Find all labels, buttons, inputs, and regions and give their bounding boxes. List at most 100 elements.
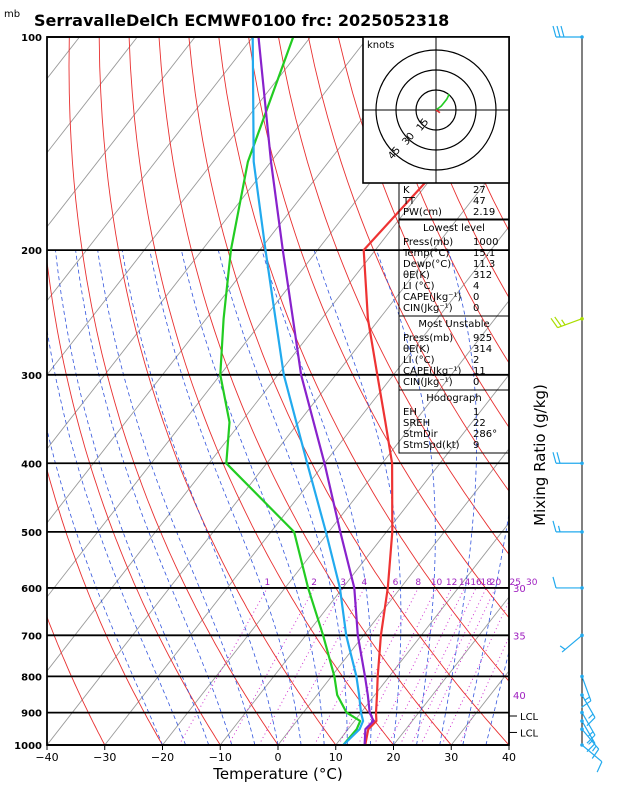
mixing-ratio-label: 8 [415, 578, 421, 588]
hodograph-storm-vector [435, 109, 441, 114]
hodograph-trace [435, 93, 451, 111]
y-tick-label: 300 [21, 371, 42, 382]
indices-section-header: Most Unstable [418, 319, 489, 330]
index-top-value: 2.19 [473, 207, 495, 218]
mixing-ratio-line [410, 587, 487, 745]
dry-adiabat [607, 37, 618, 745]
x-tick-label: −10 [209, 751, 232, 764]
moist-adiabat [97, 250, 256, 745]
isotherm-line [47, 37, 427, 524]
wind-barb-flag [552, 520, 557, 533]
mixing-ratio-label: 6 [393, 578, 399, 588]
index-top-value: 47 [473, 196, 486, 207]
indices-section-header: Lowest level [423, 223, 485, 234]
isotherm-line [47, 37, 369, 450]
mixing-ratio-label: 4 [361, 578, 367, 588]
wind-barb-half-flag [588, 731, 594, 737]
index-top-label: TT [402, 196, 416, 207]
dry-adiabat [128, 37, 394, 745]
mixing-ratio-label: 18 [481, 578, 493, 588]
dry-adiabat [188, 37, 509, 745]
mixing-ratio-line [281, 587, 365, 745]
wind-barb-shaft [561, 634, 583, 653]
mixing-ratio-line [228, 587, 315, 745]
index-row-value: 0 [473, 292, 479, 303]
wind-barb [552, 452, 584, 466]
dry-adiabat [47, 468, 163, 745]
index-row-label: SREH [403, 418, 430, 429]
mixing-ratio-label: 2 [311, 578, 317, 588]
moist-adiabat [55, 250, 210, 745]
dry-adiabat [548, 37, 618, 745]
index-row-label: θE(K) [403, 270, 430, 281]
moist-adiabat [47, 428, 163, 745]
index-row-label: Press(mb) [403, 237, 453, 248]
wind-barb-flag [596, 761, 603, 773]
wind-barb-flag [581, 700, 592, 708]
dry-adiabat [47, 257, 221, 745]
dry-adiabat [248, 37, 509, 619]
index-row-label: CIN(Jkg⁻¹) [403, 377, 453, 388]
dry-adiabat [158, 37, 452, 745]
isotherm-line [47, 37, 196, 228]
x-tick-label: 30 [444, 751, 458, 764]
wind-barb-shaft [557, 318, 583, 329]
moist-adiabat [462, 511, 509, 745]
wind-barb-shaft [581, 694, 596, 718]
moist-adiabat [485, 649, 509, 745]
wind-barb-shaft [581, 676, 592, 702]
index-top-label: K [403, 185, 410, 196]
wind-barb [559, 633, 584, 653]
mixing-ratio-label: 14 [459, 578, 471, 588]
dry-adiabat [307, 37, 509, 492]
wind-barb [552, 25, 584, 39]
moist-adiabat [217, 249, 348, 745]
index-row-value: 22 [473, 418, 486, 429]
index-row-value: 312 [473, 270, 492, 281]
moist-adiabat [439, 249, 478, 745]
profile-line-0 [362, 76, 509, 745]
mixing-ratio-label: 3 [340, 578, 346, 588]
y-tick-label: 200 [21, 246, 42, 257]
index-row-label: θE(K) [403, 344, 430, 355]
index-row-value: 1000 [473, 237, 498, 248]
index-row-value: 314 [473, 344, 492, 355]
wind-barb [552, 520, 584, 534]
wind-barb-half-flag [561, 319, 566, 326]
x-tick-label: −40 [35, 751, 58, 764]
wind-barb-flag [552, 452, 557, 464]
profile-line-3 [251, 37, 365, 745]
dry-adiabat [337, 37, 509, 429]
wind-barb-half-flag [557, 525, 561, 533]
mixing-ratio-line [258, 587, 344, 745]
dry-adiabat [68, 37, 279, 745]
mixing-ratio-label: 16 [470, 578, 482, 588]
wind-barb [550, 316, 584, 329]
index-row-label: StmDir [403, 429, 438, 440]
mixing-ratio-line [373, 587, 453, 745]
theta-e-label: 40 [513, 691, 526, 702]
x-tick-label: −30 [93, 751, 116, 764]
y-tick-label: 100 [21, 33, 42, 44]
index-row-value: 11 [473, 366, 486, 377]
wind-barb-shaft [581, 728, 600, 750]
mixing-ratio-line [441, 600, 509, 745]
wind-barb-flag [556, 25, 561, 38]
index-row-label: CAPE(Jkg⁻¹) [403, 366, 461, 377]
wind-barb-flag [591, 748, 600, 759]
mixing-ratio-label: 12 [446, 578, 457, 588]
index-row-label: Temp(°C) [402, 248, 450, 259]
index-row-value: 286° [473, 429, 497, 440]
wind-barb-shaft [581, 744, 603, 763]
wind-barb [580, 727, 600, 759]
moist-adiabat [313, 249, 402, 745]
wind-barb-flag [560, 25, 565, 38]
indices-section-box [398, 389, 510, 454]
y-tick-label: 400 [21, 459, 42, 470]
index-row-label: EH [403, 407, 417, 418]
moist-adiabat [508, 743, 509, 745]
index-row-value: 1 [473, 407, 479, 418]
x-tick-label: 0 [275, 751, 282, 764]
x-axis-title: Temperature (°C) [212, 765, 342, 783]
